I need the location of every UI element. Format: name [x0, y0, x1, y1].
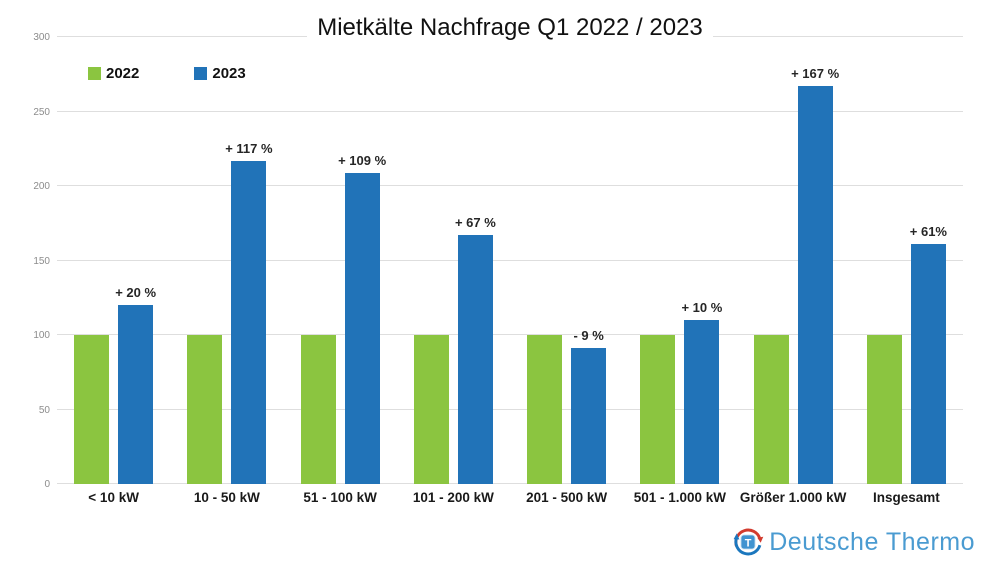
y-tick-label-50: 50: [38, 404, 50, 416]
x-category-label: 201 - 500 kW: [526, 490, 608, 505]
bar-2022: [640, 335, 676, 484]
bar-2023: [457, 235, 493, 484]
x-category-label: 51 - 100 kW: [303, 490, 377, 505]
bar-2022: [753, 335, 789, 484]
bar-2023: [797, 86, 833, 484]
bar-2022: [527, 335, 563, 484]
y-axis: 0 50 100 150 200 250 300: [0, 0, 50, 563]
x-category-label: 10 - 50 kW: [193, 490, 260, 505]
bar-value-label: + 20 %: [115, 285, 157, 301]
bar-2023: [571, 348, 607, 484]
bar-2022: [413, 335, 449, 484]
gridline-300: [57, 36, 963, 37]
y-tick-label-250: 250: [33, 106, 50, 118]
brand-logo: T Deutsche Thermo: [731, 525, 975, 559]
x-category-label: Insgesamt: [872, 490, 940, 505]
legend-swatch-2022: [88, 67, 101, 80]
bar-value-label: + 10 %: [681, 300, 723, 316]
bar-value-label: - 9 %: [573, 328, 604, 344]
gridline-200: [57, 185, 963, 186]
bar-value-label: + 61%: [909, 224, 947, 240]
gridline-50: [57, 408, 963, 410]
logo-letter-t: T: [745, 537, 752, 549]
deutsche-thermo-logo-icon: T: [732, 525, 765, 559]
brand-name: Deutsche Thermo: [769, 527, 975, 556]
bar-value-label: + 117 %: [225, 140, 273, 156]
x-category-label: Größer 1.000 kW: [739, 490, 847, 505]
x-category-label: 101 - 200 kW: [412, 490, 494, 505]
bar-2022: [866, 335, 902, 484]
bar-2023: [684, 320, 720, 484]
bar-2022: [187, 335, 223, 484]
legend: 2022 2023: [88, 65, 246, 82]
bar-2022: [74, 335, 110, 484]
plot-area: + 20 % + 117 % + 109 % + 67 % - 9 % + 10 % + 1…: [57, 36, 963, 484]
x-category-label: 501 - 1.000 kW: [633, 490, 727, 505]
gridline-150: [57, 259, 963, 261]
gridline-100: [57, 334, 963, 335]
legend-item-2022: 2022: [88, 65, 139, 82]
bar-2023: [344, 172, 380, 484]
y-tick-label-150: 150: [33, 255, 50, 267]
bar-value-label: + 67 %: [454, 215, 496, 231]
x-axis: < 10 kW 10 - 50 kW 51 - 100 kW 101 - 200 kW…: [57, 490, 963, 512]
legend-label-2022: 2022: [106, 65, 140, 82]
y-tick-label-300: 300: [33, 32, 50, 43]
bar-value-label: + 167 %: [791, 66, 840, 82]
legend-item-2023: 2023: [194, 65, 246, 82]
legend-label-2023: 2023: [212, 65, 246, 82]
bar-2023: [118, 305, 154, 484]
gridline-0: [57, 483, 963, 484]
bar-2022: [300, 335, 336, 484]
legend-swatch-2023: [194, 67, 208, 80]
y-tick-label-100: 100: [33, 330, 50, 341]
gridline-250: [57, 110, 963, 112]
bar-value-label: + 109 %: [338, 152, 387, 168]
bar-2023: [231, 160, 267, 484]
bar-2023: [910, 244, 946, 484]
x-category-label: < 10 kW: [88, 490, 139, 505]
y-tick-label-0: 0: [44, 479, 50, 490]
y-tick-label-200: 200: [33, 181, 50, 192]
